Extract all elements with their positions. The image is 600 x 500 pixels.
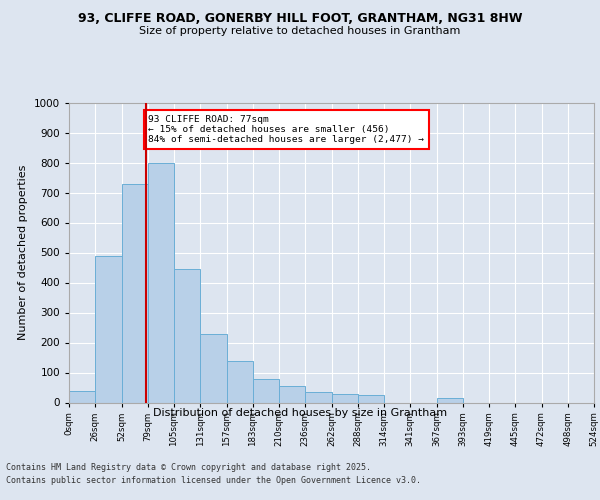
Bar — [69, 390, 95, 402]
Bar — [279, 386, 305, 402]
Text: 93, CLIFFE ROAD, GONERBY HILL FOOT, GRANTHAM, NG31 8HW: 93, CLIFFE ROAD, GONERBY HILL FOOT, GRAN… — [78, 12, 522, 26]
Bar — [253, 378, 279, 402]
Bar — [95, 256, 121, 402]
Text: Size of property relative to detached houses in Grantham: Size of property relative to detached ho… — [139, 26, 461, 36]
Text: 93 CLIFFE ROAD: 77sqm
← 15% of detached houses are smaller (456)
84% of semi-det: 93 CLIFFE ROAD: 77sqm ← 15% of detached … — [148, 114, 424, 144]
Bar — [227, 360, 253, 403]
Text: Distribution of detached houses by size in Grantham: Distribution of detached houses by size … — [153, 408, 447, 418]
Y-axis label: Number of detached properties: Number of detached properties — [18, 165, 28, 340]
Bar — [174, 269, 200, 402]
Text: Contains HM Land Registry data © Crown copyright and database right 2025.: Contains HM Land Registry data © Crown c… — [6, 462, 371, 471]
Bar — [437, 398, 463, 402]
Bar — [148, 162, 174, 402]
Bar — [121, 184, 148, 402]
Bar — [331, 394, 358, 402]
Bar — [358, 395, 384, 402]
Bar — [200, 334, 227, 402]
Bar — [305, 392, 331, 402]
Text: Contains public sector information licensed under the Open Government Licence v3: Contains public sector information licen… — [6, 476, 421, 485]
